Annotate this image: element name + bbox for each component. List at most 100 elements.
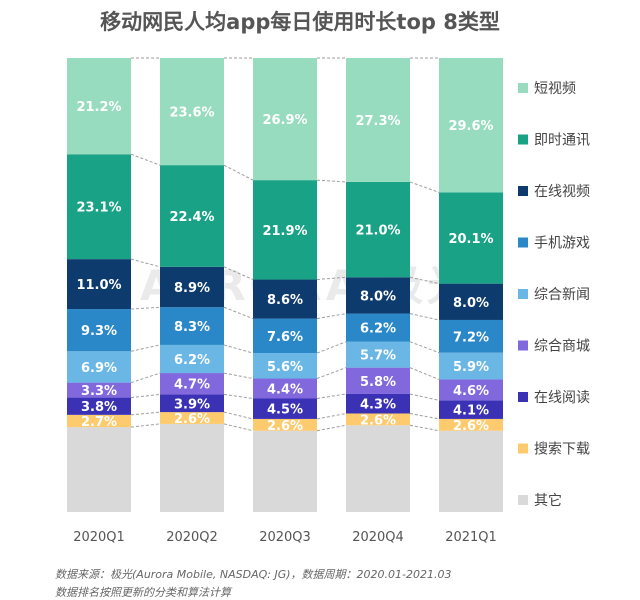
data-label: 8.9% (174, 281, 210, 296)
data-label: 27.3% (355, 114, 400, 129)
data-label: 9.3% (81, 324, 117, 339)
x-tick-label: 2020Q2 (166, 530, 218, 545)
bar-segment-2021Q1-8 (439, 58, 503, 193)
data-label: 22.4% (169, 210, 214, 225)
data-label: 4.1% (453, 404, 489, 419)
connector-line (130, 258, 161, 268)
data-label: 2.6% (174, 412, 210, 427)
bar-segment-2021Q1-2 (439, 400, 503, 419)
connector-line (409, 412, 440, 420)
data-label: 6.9% (81, 361, 117, 376)
bar-segment-2020Q1-3 (67, 382, 131, 398)
bar-segment-2021Q1-5 (439, 319, 503, 353)
legend-swatch (518, 289, 528, 299)
legend-label: 即时通讯 (534, 133, 590, 149)
bar-segment-2021Q1-6 (439, 283, 503, 320)
method-note: 数据排名按照更新的分类和算法计算 (55, 586, 231, 599)
legend-label: 在线阅读 (534, 389, 590, 406)
data-label: 21.2% (76, 100, 121, 115)
chart-title: 移动网民人均app每日使用时长top 8类型 (100, 10, 500, 34)
legend-swatch (518, 495, 528, 505)
bar-segment-2020Q4-7 (346, 181, 410, 278)
bar-segment-2020Q2-1 (160, 412, 224, 424)
bar-segment-2021Q1-7 (439, 192, 503, 284)
bar-segment-2020Q1-1 (67, 414, 131, 428)
connector-line (409, 313, 440, 321)
connector-line (130, 411, 161, 416)
bar-segment-2021Q1-0 (439, 430, 503, 512)
data-label: 6.2% (174, 353, 210, 368)
legend-swatch (518, 237, 528, 248)
bar-segment-2020Q2-6 (160, 266, 224, 308)
data-label: 2.6% (360, 413, 396, 428)
data-label: 8.6% (267, 293, 303, 308)
data-label: 11.0% (76, 278, 121, 293)
connector-line (409, 341, 440, 354)
connector-line (316, 276, 347, 281)
bar-segment-2021Q1-1 (439, 418, 503, 431)
data-label: 29.6% (448, 119, 493, 134)
data-label: 8.3% (174, 320, 210, 335)
connector-line (409, 393, 440, 401)
connector-line (223, 372, 254, 380)
bar-segment-2020Q2-4 (160, 344, 224, 374)
bar-segment-2020Q3-0 (253, 430, 317, 512)
source-note: 数据来源：极光(Aurora Mobile, NASDAQ: JG)，数据周期：… (55, 568, 452, 581)
data-label: 5.7% (360, 349, 396, 364)
data-label: 5.9% (453, 360, 489, 375)
bar-segment-2020Q1-7 (67, 154, 131, 260)
bar-segment-2020Q4-5 (346, 313, 410, 342)
data-label: 3.3% (81, 384, 117, 399)
bar-segment-2020Q2-0 (160, 423, 224, 512)
legend-label: 其它 (534, 492, 562, 509)
legend-swatch (518, 443, 528, 454)
data-label: 3.8% (81, 400, 117, 415)
data-label: 5.6% (267, 360, 303, 375)
connector-line (223, 423, 254, 432)
bar-segment-2020Q4-3 (346, 367, 410, 394)
bar-segment-2020Q4-2 (346, 393, 410, 414)
data-label: 21.0% (355, 224, 400, 239)
connector-line (316, 393, 347, 399)
legend-swatch (518, 340, 528, 351)
connector-line (130, 372, 161, 384)
bar-segment-2020Q2-7 (160, 165, 224, 267)
connector-line (409, 181, 440, 193)
legend-swatch (518, 83, 528, 93)
bar-segment-2020Q4-8 (346, 58, 410, 182)
x-tick-label: 2020Q3 (259, 530, 311, 545)
connector-line (316, 367, 347, 379)
connector-line (316, 412, 347, 420)
bar-segment-2020Q1-5 (67, 309, 131, 352)
data-label: 7.2% (453, 330, 489, 345)
data-label: 3.9% (174, 397, 210, 412)
data-label: 7.6% (267, 330, 303, 345)
connector-line (316, 313, 347, 320)
bar-segment-2020Q4-4 (346, 341, 410, 368)
bar-segment-2020Q3-8 (253, 58, 317, 181)
legend-swatch (518, 134, 528, 145)
bar-segment-2020Q1-6 (67, 259, 131, 310)
connector-line (223, 411, 254, 420)
data-label: 23.6% (169, 106, 214, 121)
data-label: 4.3% (360, 398, 396, 413)
bar-segment-2021Q1-4 (439, 352, 503, 380)
bar-segment-2021Q1-3 (439, 379, 503, 401)
connector-line (130, 306, 161, 310)
data-label: 2.6% (267, 419, 303, 434)
connector-line (223, 344, 254, 354)
bar-segment-2020Q1-2 (67, 397, 131, 415)
x-tick-label: 2020Q1 (73, 530, 125, 545)
legend-label: 在线视频 (534, 184, 590, 200)
connector-line (223, 393, 254, 399)
connector-line (223, 164, 254, 181)
legend-swatch (518, 392, 528, 402)
connector-line (130, 153, 161, 166)
data-label: 8.0% (360, 289, 396, 304)
connector-line (409, 367, 440, 380)
bar-segment-2020Q3-5 (253, 318, 317, 354)
legend-label: 搜索下载 (534, 441, 590, 458)
data-label: 6.2% (360, 322, 396, 337)
bar-segment-2020Q4-6 (346, 277, 410, 314)
